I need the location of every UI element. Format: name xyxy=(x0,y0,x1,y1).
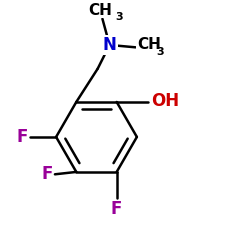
Text: 3: 3 xyxy=(156,46,164,56)
Text: CH: CH xyxy=(137,38,161,52)
Text: OH: OH xyxy=(151,92,179,110)
Text: F: F xyxy=(111,200,122,218)
Text: F: F xyxy=(41,165,52,183)
Text: 3: 3 xyxy=(116,12,123,22)
Text: CH: CH xyxy=(88,3,112,18)
Text: N: N xyxy=(102,36,117,54)
Text: F: F xyxy=(16,128,28,146)
